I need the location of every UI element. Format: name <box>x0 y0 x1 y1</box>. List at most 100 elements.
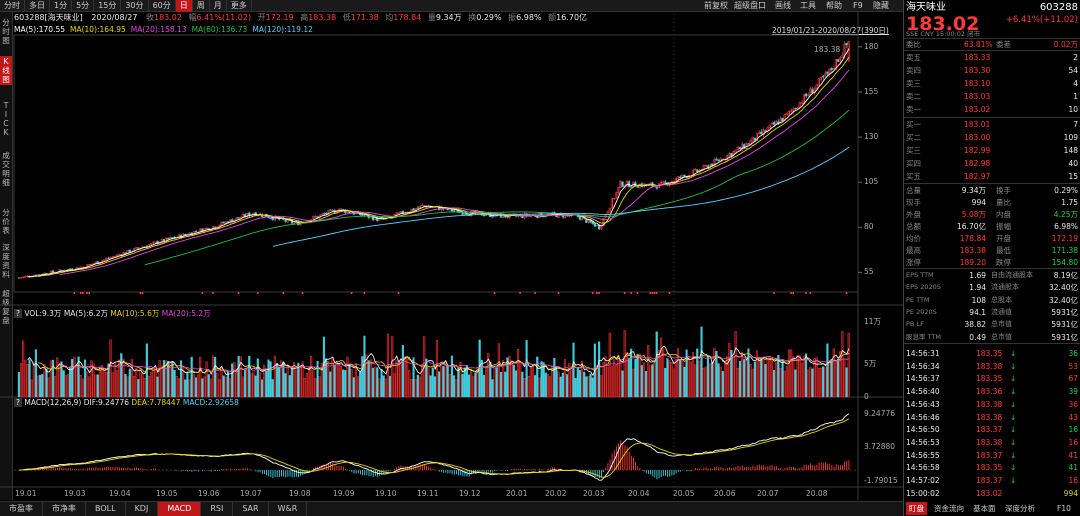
volume-bar <box>380 369 383 398</box>
volume-bar <box>566 374 569 398</box>
vol-tick-1: 5万 <box>864 358 877 368</box>
ask-label: 卖二 <box>906 92 921 101</box>
indicator-tab-3[interactable]: KDJ <box>126 502 159 516</box>
stat-label: 总量 <box>906 186 921 195</box>
indicator-tab-5[interactable]: RSI <box>201 502 234 516</box>
volume-bar <box>768 355 771 398</box>
period-tab-0[interactable]: 分时 <box>0 0 25 12</box>
candle-body <box>179 234 183 238</box>
toolbar-right-3[interactable]: 工具 <box>800 1 816 10</box>
indicator-tab-6[interactable]: SAR <box>233 502 269 516</box>
ask-price: 183.33 <box>964 53 991 62</box>
ask-row-0: 卖五 183.33 2 <box>906 52 1080 63</box>
period-tab-10[interactable]: 更多 <box>227 0 252 12</box>
sidebar-view-4[interactable]: 分价表 <box>2 208 10 235</box>
volume-bar <box>444 362 447 398</box>
indicator-tab-7[interactable]: W&R <box>269 502 308 516</box>
period-tab-3[interactable]: 5分 <box>72 0 95 12</box>
bid-price: 182.97 <box>964 172 991 181</box>
ma-line-60 <box>144 109 850 266</box>
period-tab-5[interactable]: 30分 <box>121 0 149 12</box>
panel-tab-4[interactable]: F10 <box>1057 504 1071 513</box>
kline-chart[interactable] <box>0 0 903 500</box>
volume-bar <box>638 353 641 398</box>
volume-bar <box>817 367 820 398</box>
volume-bar <box>312 370 315 398</box>
indicator-tab-4[interactable]: MACD <box>158 502 202 516</box>
ask-price: 183.02 <box>964 105 991 114</box>
indicator-tab-1[interactable]: 市净率 <box>43 502 86 516</box>
volume-bar <box>487 353 490 398</box>
volume-bar <box>49 360 52 398</box>
panel-tab-0[interactable]: 盯盘 <box>906 502 927 515</box>
volume-bar <box>395 360 398 398</box>
panel-tab-2[interactable]: 基本面 <box>973 504 996 513</box>
fin-label: PB LF <box>906 320 924 329</box>
period-tab-7[interactable]: 日 <box>175 0 193 12</box>
volume-bar <box>327 360 330 398</box>
candle-body <box>819 77 823 81</box>
volume-bar <box>391 336 394 398</box>
volume-bar <box>160 365 163 398</box>
fin-value: 38.82 <box>964 320 986 330</box>
volume-bar <box>293 362 296 398</box>
candle-body <box>743 144 746 149</box>
candle-body <box>694 168 697 171</box>
candle-body <box>103 259 106 262</box>
tick-arrow-icon: ↓ <box>1010 476 1017 485</box>
candle-body <box>794 108 797 110</box>
period-tab-6[interactable]: 60分 <box>149 0 176 12</box>
panel-tab-3[interactable]: 深度分析 <box>1005 504 1035 513</box>
volume-bar <box>645 370 648 398</box>
tick-time: 14:56:46 <box>906 412 940 422</box>
panel-tab-1[interactable]: 资金流向 <box>934 504 964 513</box>
period-tab-2[interactable]: 1分 <box>50 0 73 12</box>
toolbar-right-1[interactable]: 超级盘口 <box>734 1 766 10</box>
fin-value: 1.94 <box>969 283 986 293</box>
volume-bar <box>412 357 415 398</box>
candle-body <box>595 225 599 227</box>
volume-bar <box>235 373 238 398</box>
toolbar-right-4[interactable]: 帮助 <box>826 1 842 10</box>
volume-bar <box>839 351 842 398</box>
stat-value: 0.29% <box>1054 186 1078 195</box>
volume-bar <box>698 360 701 398</box>
toolbar-right-2[interactable]: 画线 <box>775 1 791 10</box>
candle-body <box>290 219 294 224</box>
open-value: 172.19 <box>265 13 294 22</box>
volume-bar <box>544 372 547 398</box>
toolbar-right-6[interactable]: 隐藏 <box>873 1 889 10</box>
candle-body <box>683 175 686 177</box>
candle-body <box>346 210 349 213</box>
period-tab-4[interactable]: 15分 <box>94 0 122 12</box>
stat-label: 现手 <box>906 198 921 207</box>
volume-bar <box>103 370 106 398</box>
sidebar-view-5[interactable]: 深度资料 <box>2 243 10 279</box>
volume-bar <box>796 355 799 398</box>
sidebar-view-0[interactable]: 分时图 <box>2 18 10 45</box>
volume-bar <box>476 366 479 398</box>
candle-body <box>662 181 665 184</box>
volume-bar <box>275 363 279 398</box>
candle-body <box>292 222 296 224</box>
volume-bar <box>369 359 372 398</box>
indicator-tab-2[interactable]: BOLL <box>86 502 126 516</box>
volume-legend: ? VOL:9.3万 MA(5):6.2万 MA(10):5.6万 MA(20)… <box>14 309 211 318</box>
sidebar-view-6[interactable]: 超级复盘 <box>2 289 10 325</box>
fin-value: 8.19亿 <box>1053 271 1078 280</box>
period-tab-9[interactable]: 月 <box>210 0 227 12</box>
weibi-value: 63.81% <box>964 40 993 49</box>
toolbar-right-5[interactable]: F9 <box>853 1 863 10</box>
period-tab-8[interactable]: 周 <box>193 0 210 12</box>
volume-bar <box>519 361 522 398</box>
indicator-tab-0[interactable]: 市盈率 <box>0 502 43 516</box>
sidebar-view-3[interactable]: 成交明细 <box>2 151 10 187</box>
volume-bar <box>706 355 709 398</box>
toolbar-right-0[interactable]: 前复权 <box>704 1 728 10</box>
period-tab-1[interactable]: 多日 <box>25 0 50 12</box>
volume-bar <box>376 367 379 398</box>
volume-bar <box>363 335 366 398</box>
volume-bar <box>653 362 656 398</box>
